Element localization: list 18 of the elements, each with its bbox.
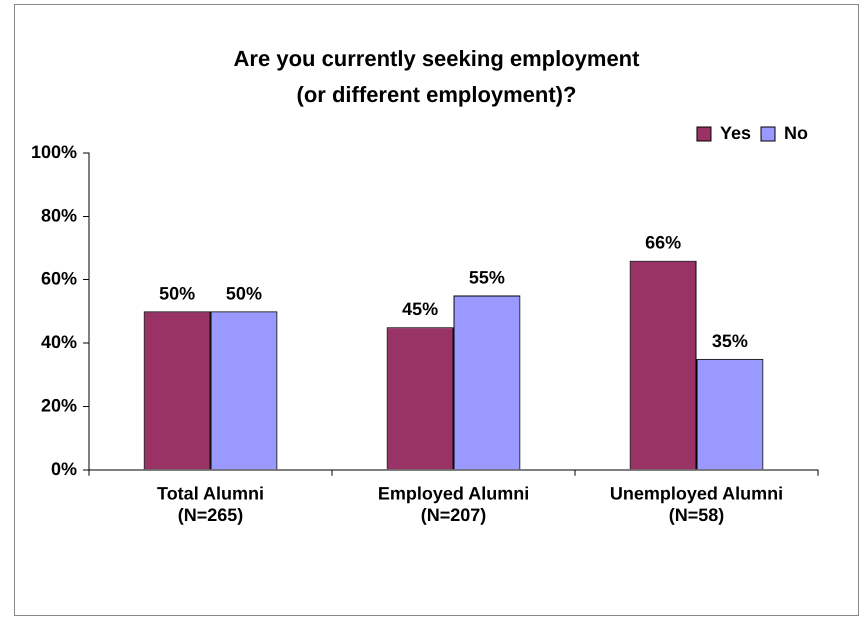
- x-tick-label: Unemployed Alumni (N=58): [610, 484, 784, 526]
- data-label: 50%: [226, 283, 262, 304]
- chart-title: Are you currently seeking employment (or different employment)?: [232, 45, 640, 109]
- x-tick-label: Total Alumni (N=265): [157, 484, 264, 526]
- x-tick-label: Employed Alumni (N=207): [378, 484, 530, 526]
- legend-label: Yes: [720, 122, 752, 143]
- y-tick-label: 0%: [51, 458, 78, 479]
- data-label: 55%: [468, 268, 505, 288]
- data-label: 45%: [402, 299, 438, 320]
- legend-label: No: [784, 122, 808, 143]
- data-label: 35%: [712, 330, 748, 351]
- data-label: 50%: [159, 283, 196, 304]
- data-label: 66%: [645, 232, 682, 253]
- y-tick-label: 20%: [41, 395, 78, 416]
- y-tick-label: 60%: [41, 268, 78, 289]
- y-tick-label: 40%: [41, 332, 78, 352]
- y-tick-label: 100%: [30, 142, 78, 162]
- y-tick-label: 80%: [41, 205, 78, 226]
